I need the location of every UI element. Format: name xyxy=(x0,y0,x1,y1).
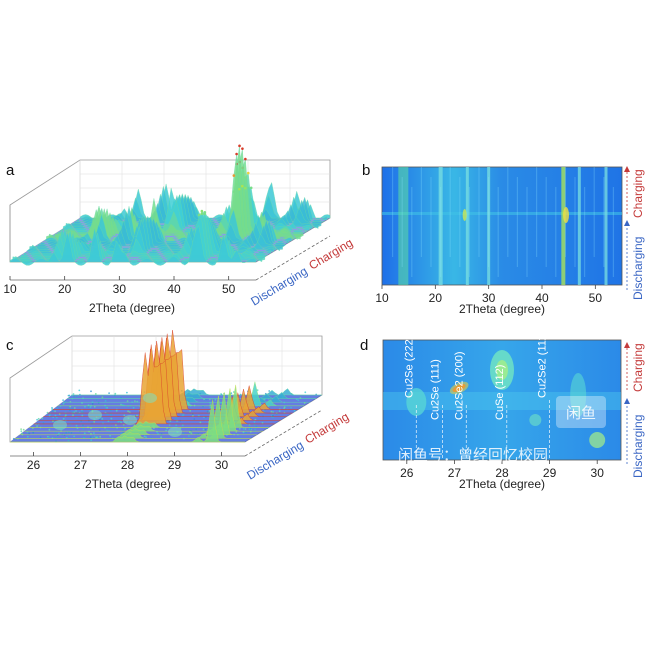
panel-a-peak-point xyxy=(238,144,241,148)
panel-c: c 26 27 28 29 30 2Theta (degree) Discharging… xyxy=(6,330,351,491)
panel-c-ridge xyxy=(61,395,312,403)
panel-b-hotspot xyxy=(462,209,467,221)
panel-b: b 10 20 30 40 50 2Theta (degree) Charging Di… xyxy=(362,162,645,316)
panel-d-blob xyxy=(589,432,606,448)
panel-d-xtick: 29 xyxy=(543,466,557,480)
panel-b-hotspot xyxy=(563,207,569,223)
panel-c-bump xyxy=(168,427,182,437)
panel-a-peak-point xyxy=(241,147,244,150)
panel-d-xtick: 30 xyxy=(591,466,605,480)
panel-c-ridge xyxy=(24,388,264,432)
panel-a-peak-point xyxy=(235,152,238,156)
panel-a-xtick: 20 xyxy=(58,282,72,296)
panel-a-peak-point xyxy=(243,186,247,190)
panel-a-xlabel: 2Theta (degree) xyxy=(89,301,175,315)
panel-c-ridge xyxy=(18,392,258,436)
panel-a-charging: Charging xyxy=(306,235,355,272)
panel-a-xtick: 50 xyxy=(222,282,236,296)
panel-c-bump xyxy=(88,410,102,420)
panel-d: d Cu2Se (222) Cu2Se (111) Cu2Se2 (200) CuSe… xyxy=(360,331,645,491)
panel-c-xtick: 30 xyxy=(215,458,229,472)
watermark-logo-box xyxy=(556,396,606,428)
panel-d-blob xyxy=(406,388,427,416)
panel-a-peak-point xyxy=(249,186,253,190)
panel-a-peak-point xyxy=(246,171,250,175)
panel-c-ridge xyxy=(14,395,252,439)
panel-c-bump xyxy=(123,415,137,425)
panel-a: a 10 20 30 40 50 2Theta (degree) Discharging… xyxy=(3,144,355,315)
panel-d-annotation: Cu2Se2 (200) xyxy=(453,352,465,421)
panel-a-peak-point xyxy=(200,209,204,213)
panel-a-peak-point xyxy=(200,212,204,215)
panel-b-discharging: Discharging xyxy=(631,237,645,300)
panel-a-xtick: 10 xyxy=(3,282,17,296)
panel-c-ridge xyxy=(28,384,270,428)
panel-b-xtick: 10 xyxy=(375,291,389,305)
panel-b-diffraction-line xyxy=(561,167,566,285)
panel-b-charging: Charging xyxy=(631,169,645,218)
panel-c-xtick: 26 xyxy=(27,458,41,472)
panel-a-label: a xyxy=(6,162,15,179)
panel-c-ridge xyxy=(67,391,317,399)
panel-d-discharging: Discharging xyxy=(631,415,645,478)
panel-d-annotation: CuSe (112) xyxy=(494,365,506,420)
panel-d-xtick: 27 xyxy=(448,466,462,480)
panel-a-discharging: Discharging xyxy=(248,264,310,309)
panel-d-annotation: Cu2Se2 (111) xyxy=(537,331,549,398)
panel-b-diffraction-line xyxy=(438,167,443,285)
panel-c-ridge xyxy=(10,399,245,443)
panel-b-xtick: 20 xyxy=(429,291,443,305)
panel-d-annotation: Cu2Se (111) xyxy=(430,359,442,420)
panel-c-xtick: 29 xyxy=(168,458,182,472)
panel-c-bump xyxy=(53,420,67,430)
panel-d-blob xyxy=(570,373,587,417)
panel-d-xlabel: 2Theta (degree) xyxy=(459,477,545,491)
panel-c-label: c xyxy=(6,337,14,354)
panel-b-diffraction-line xyxy=(577,167,581,285)
panel-a-surface xyxy=(9,144,331,266)
panel-c-charging: Charging xyxy=(302,409,351,446)
panel-d-xtick: 28 xyxy=(495,466,509,480)
panel-a-peak-point xyxy=(203,212,206,216)
panel-a-ridge xyxy=(9,224,257,266)
panel-a-peak-point xyxy=(244,157,247,161)
panel-b-xlabel: 2Theta (degree) xyxy=(459,302,545,316)
panel-a-peak-point xyxy=(197,213,201,217)
panel-c-xtick: 27 xyxy=(74,458,88,472)
panel-d-xtick: 26 xyxy=(400,466,414,480)
panel-b-label: b xyxy=(362,162,370,179)
panel-c-surface xyxy=(10,330,322,443)
panel-a-xtick: 30 xyxy=(113,282,127,296)
panel-b-xtick: 30 xyxy=(482,291,496,305)
panel-d-charging: Charging xyxy=(631,343,645,392)
panel-c-xtick: 28 xyxy=(121,458,135,472)
panel-b-diffraction-line xyxy=(398,167,409,285)
panel-b-diffraction-line xyxy=(465,167,469,285)
panel-d-label: d xyxy=(360,337,368,354)
panel-d-annotations: Cu2Se (222) Cu2Se (111) Cu2Se2 (200) CuSe (… xyxy=(403,331,550,458)
panel-b-xtick: 50 xyxy=(589,291,603,305)
panel-c-xlabel: 2Theta (degree) xyxy=(85,477,171,491)
panel-c-discharging: Discharging xyxy=(244,438,306,483)
panel-b-diffraction-line xyxy=(487,167,491,285)
panel-c-bump xyxy=(143,393,157,403)
watermark-logo: 闲鱼 xyxy=(566,404,596,422)
panel-b-heatmap xyxy=(381,166,623,286)
panel-d-annotation: Cu2Se (222) xyxy=(403,336,415,398)
panel-a-peak-point xyxy=(240,184,244,188)
panel-b-diffraction-line xyxy=(604,167,608,285)
panel-a-xtick: 40 xyxy=(167,282,181,296)
watermark-text: 闲鱼号：曾经回忆校园 xyxy=(398,446,548,464)
panel-b-xtick: 40 xyxy=(535,291,549,305)
panel-a-peak-point xyxy=(232,174,236,177)
panel-c-ridge xyxy=(72,388,322,396)
panel-a-peak-point xyxy=(238,187,241,191)
